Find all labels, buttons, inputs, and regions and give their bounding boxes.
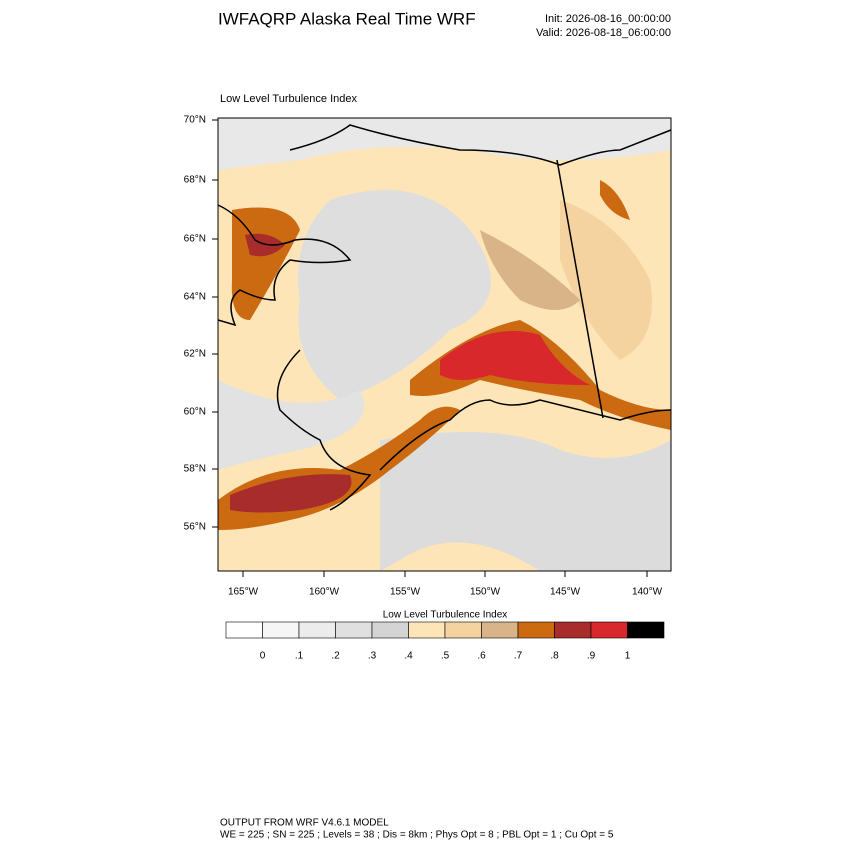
colorbar-label: .2 [331, 651, 340, 662]
lat-label: 70°N [184, 115, 206, 126]
lat-label: 60°N [184, 407, 206, 418]
lon-label: 150°W [470, 587, 501, 598]
lat-label: 64°N [184, 292, 206, 303]
colorbar-box [627, 621, 665, 639]
lon-label: 145°W [550, 587, 581, 598]
colorbar-box [481, 621, 519, 639]
init-time: Init: 2026-08-16_00:00:00 [545, 13, 671, 25]
colorbar-box [517, 621, 555, 639]
colorbar-box [444, 621, 482, 639]
colorbar-box [590, 621, 628, 639]
lon-label: 165°W [228, 587, 259, 598]
colorbar-box [554, 621, 592, 639]
map-frame [217, 117, 672, 572]
colorbar-label: .6 [477, 651, 486, 662]
colorbar-label: .1 [295, 651, 304, 662]
lat-label: 68°N [184, 175, 206, 186]
footer-line: OUTPUT FROM WRF V4.6.1 MODEL [220, 818, 389, 829]
colorbar-label: 0 [260, 651, 266, 662]
colorbar-label: 1 [625, 651, 631, 662]
colorbar-label: .3 [368, 651, 377, 662]
lon-label: 140°W [632, 587, 663, 598]
lat-label: 56°N [184, 522, 206, 533]
field [218, 118, 671, 571]
colorbar-box [262, 621, 300, 639]
colorbar-box [298, 621, 336, 639]
colorbar-label: .5 [441, 651, 450, 662]
colorbar-label: .4 [404, 651, 413, 662]
lat-label: 66°N [184, 234, 206, 245]
colorbar-label: .8 [550, 651, 559, 662]
colorbar-label: .7 [514, 651, 523, 662]
map-title: Low Level Turbulence Index [220, 93, 357, 105]
footer-line: WE = 225 ; SN = 225 ; Levels = 38 ; Dis … [220, 830, 614, 841]
colorbar-label: .9 [587, 651, 596, 662]
lon-label: 155°W [390, 587, 421, 598]
colorbar-box [371, 621, 409, 639]
colorbar-box [408, 621, 446, 639]
colorbar-title: Low Level Turbulence Index [383, 610, 508, 621]
valid-time: Valid: 2026-08-18_06:00:00 [536, 27, 671, 39]
colorbar-box [225, 621, 263, 639]
lon-label: 160°W [309, 587, 340, 598]
coastline [217, 124, 672, 511]
colorbar-box [335, 621, 373, 639]
lat-label: 62°N [184, 349, 206, 360]
lat-label: 58°N [184, 464, 206, 475]
title: IWFAQRP Alaska Real Time WRF [218, 9, 476, 28]
